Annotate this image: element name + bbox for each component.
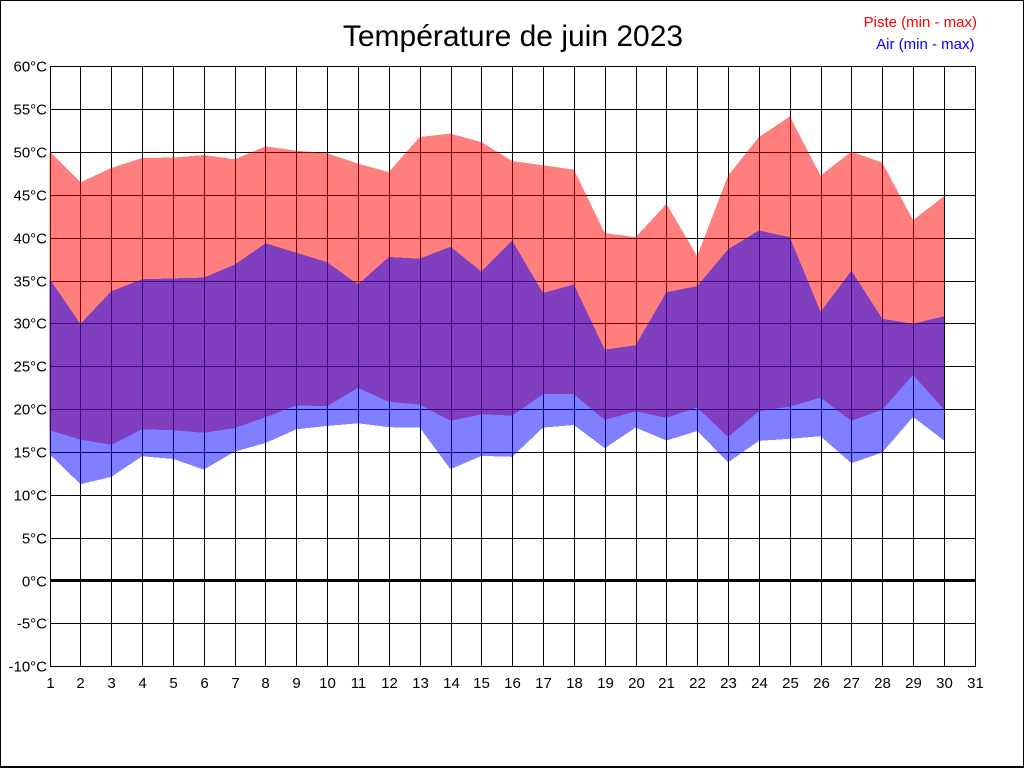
svg-text:5°C: 5°C	[22, 531, 47, 548]
svg-text:25: 25	[782, 675, 799, 692]
svg-text:15°C: 15°C	[13, 445, 47, 462]
svg-text:2: 2	[76, 675, 84, 692]
svg-text:9: 9	[292, 675, 300, 692]
svg-text:3: 3	[107, 675, 115, 692]
svg-text:13: 13	[412, 675, 429, 692]
svg-text:0°C: 0°C	[22, 574, 47, 591]
svg-text:18: 18	[566, 675, 583, 692]
svg-text:27: 27	[843, 675, 860, 692]
svg-text:5: 5	[169, 675, 177, 692]
svg-text:7: 7	[231, 675, 239, 692]
svg-text:60°C: 60°C	[13, 59, 47, 76]
svg-text:10°C: 10°C	[13, 488, 47, 505]
svg-text:Air (min - max): Air (min - max)	[876, 36, 974, 53]
svg-text:20: 20	[628, 675, 645, 692]
svg-text:30: 30	[936, 675, 953, 692]
svg-text:-5°C: -5°C	[17, 616, 47, 633]
svg-text:50°C: 50°C	[13, 145, 47, 162]
svg-text:15: 15	[473, 675, 490, 692]
svg-text:22: 22	[689, 675, 706, 692]
svg-text:23: 23	[720, 675, 737, 692]
svg-text:19: 19	[597, 675, 614, 692]
svg-text:Température de juin 2023: Température de juin 2023	[343, 20, 683, 53]
svg-text:55°C: 55°C	[13, 102, 47, 119]
svg-text:Piste (min - max): Piste (min - max)	[864, 14, 977, 31]
svg-text:28: 28	[874, 675, 891, 692]
svg-text:11: 11	[351, 675, 367, 692]
svg-text:21: 21	[658, 675, 675, 692]
svg-text:26: 26	[813, 675, 830, 692]
svg-text:17: 17	[535, 675, 552, 692]
svg-text:40°C: 40°C	[13, 231, 47, 248]
svg-text:12: 12	[381, 675, 398, 692]
svg-text:20°C: 20°C	[13, 402, 47, 419]
svg-text:8: 8	[261, 675, 269, 692]
svg-text:14: 14	[443, 675, 460, 692]
svg-text:16: 16	[504, 675, 521, 692]
svg-text:35°C: 35°C	[13, 274, 47, 291]
svg-text:1: 1	[46, 675, 54, 692]
svg-text:4: 4	[138, 675, 146, 692]
svg-text:24: 24	[751, 675, 768, 692]
svg-text:45°C: 45°C	[13, 188, 47, 205]
svg-text:-10°C: -10°C	[8, 659, 47, 676]
svg-text:29: 29	[905, 675, 922, 692]
svg-text:25°C: 25°C	[13, 359, 47, 376]
svg-text:30°C: 30°C	[13, 316, 47, 333]
svg-text:31: 31	[967, 675, 984, 692]
svg-text:10: 10	[319, 675, 336, 692]
svg-text:6: 6	[200, 675, 208, 692]
